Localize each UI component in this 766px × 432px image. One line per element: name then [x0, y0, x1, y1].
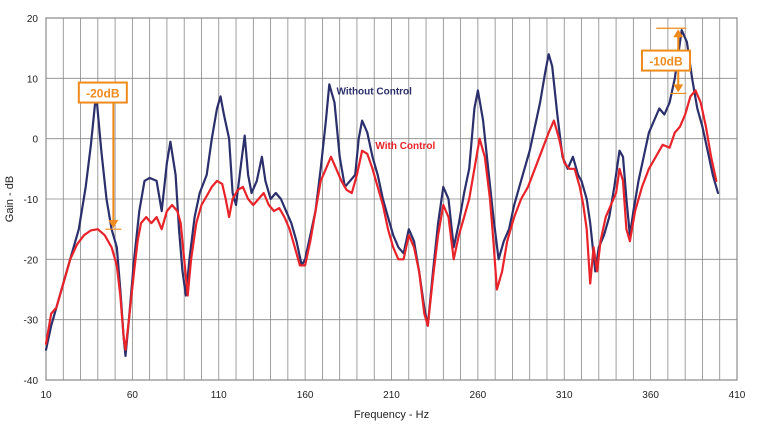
x-tick-label: 60: [127, 390, 139, 401]
x-tick-label: 160: [297, 390, 314, 401]
y-tick-label: 20: [27, 14, 39, 25]
x-axis-title: Frequency - Hz: [354, 409, 429, 421]
x-tick-label: 10: [40, 390, 52, 401]
series-labels: Without Control With Control: [336, 87, 435, 152]
series-line-without-control: [44, 29, 720, 357]
tick-labels: 10 60 110 160 210 260 310 360 410 -40 -30 -20 -10 0 10…: [24, 14, 746, 401]
x-tick-label: 260: [470, 390, 487, 401]
series-label-with-control: With Control: [375, 141, 435, 152]
callout-arrow-head-up: [673, 29, 684, 38]
callout-box: [77, 81, 128, 104]
callout-minus-20db: -20dB: [77, 81, 128, 230]
series-layer: [44, 29, 720, 357]
x-tick-label: 410: [729, 390, 746, 401]
callout-label: -10dB: [649, 55, 683, 69]
y-tick-label: -30: [24, 316, 39, 327]
y-tick-label: -20: [24, 255, 39, 266]
series-label-without-control: Without Control: [336, 87, 412, 98]
series-line-with-control: [44, 89, 718, 351]
grid-lines: [45, 17, 738, 381]
callout-layer: -20dB -10dB: [77, 27, 691, 230]
callout-minus-10db: -10dB: [640, 27, 691, 95]
x-tick-label: 360: [642, 390, 659, 401]
x-tick-label: 110: [211, 390, 227, 401]
y-tick-label: -40: [24, 376, 39, 387]
callout-arrow-head-down: [673, 84, 684, 93]
x-tick-label: 310: [556, 390, 573, 401]
x-tick-label: 210: [383, 390, 400, 401]
callout-arrow-head-down: [108, 220, 119, 229]
y-tick-label: -10: [24, 195, 39, 206]
callout-box: [640, 49, 691, 72]
y-tick-label: 0: [32, 135, 38, 146]
y-axis-title: Gain - dB: [4, 176, 16, 222]
y-tick-label: 10: [27, 74, 39, 85]
callout-label: -20dB: [86, 87, 120, 101]
